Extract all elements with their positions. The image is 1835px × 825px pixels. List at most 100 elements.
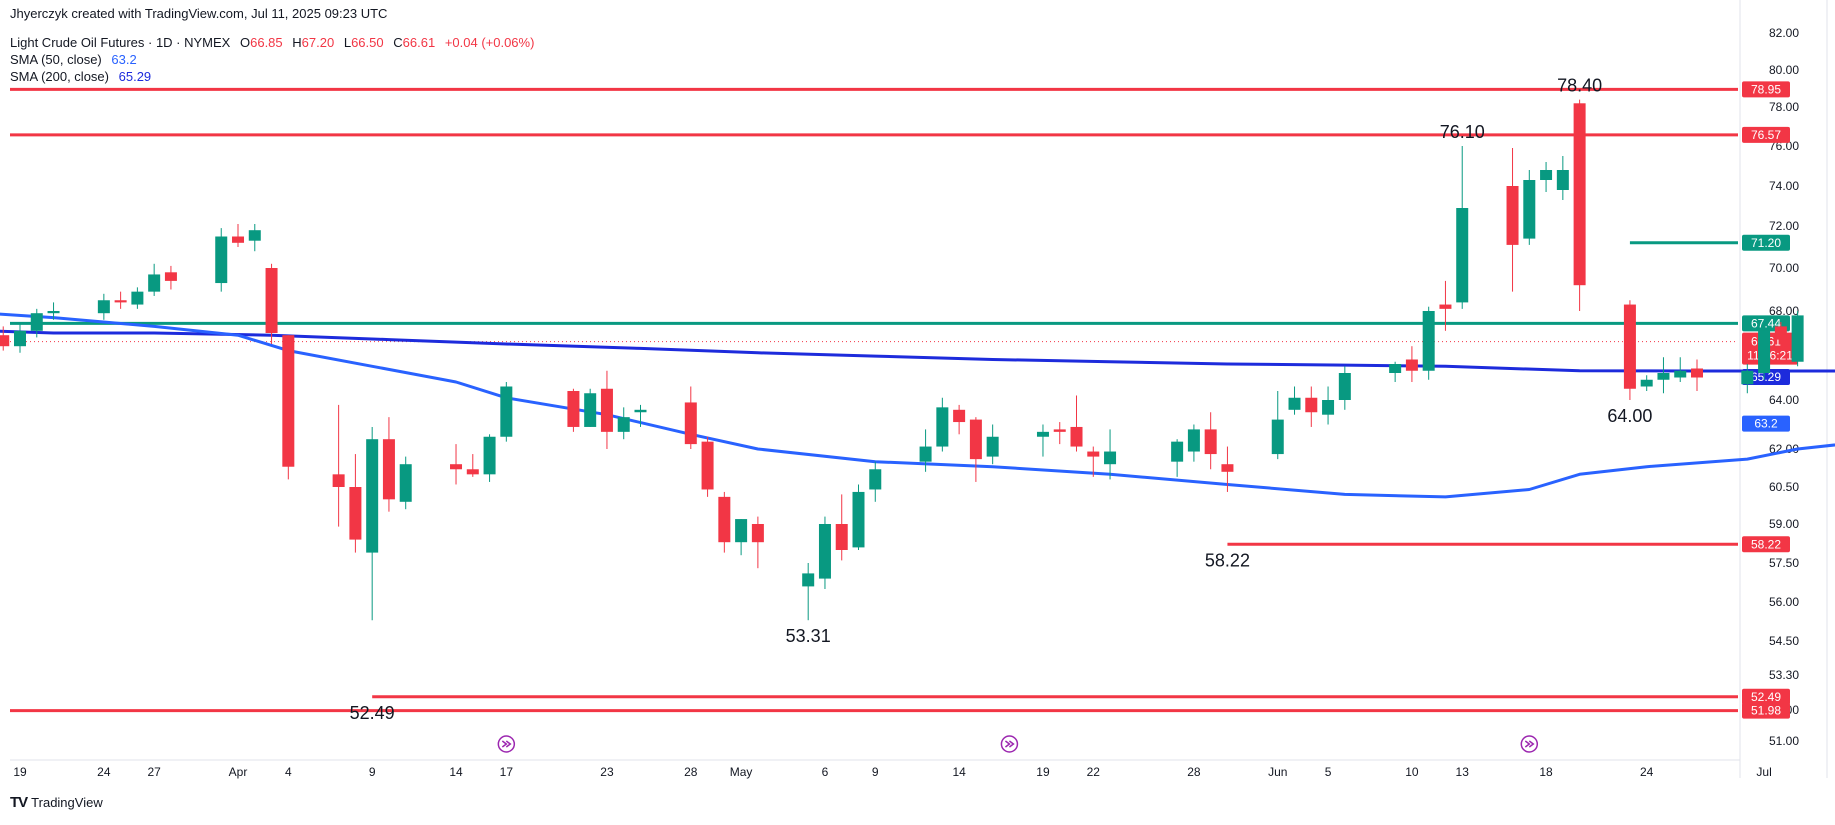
x-tick-label: 5 bbox=[1325, 765, 1332, 779]
candle-body bbox=[1070, 426, 1083, 447]
close-label: C bbox=[393, 35, 403, 50]
x-tick-label: 10 bbox=[1405, 765, 1419, 779]
candle-body bbox=[718, 496, 731, 543]
level-badge-51.98 bbox=[1742, 702, 1790, 719]
tradingview-footer[interactable]: TV TradingView bbox=[10, 794, 103, 811]
candle-body bbox=[735, 519, 748, 543]
event-icon-glyph bbox=[1004, 740, 1015, 748]
level-badge-52.49 bbox=[1742, 688, 1790, 705]
candle-body bbox=[164, 272, 177, 281]
candle-body bbox=[1741, 370, 1754, 385]
candle-body bbox=[450, 464, 463, 470]
y-tick-label: 59.00 bbox=[1769, 517, 1799, 531]
candle-body bbox=[1288, 397, 1301, 410]
candle-body bbox=[1389, 364, 1402, 373]
sma50-legend[interactable]: SMA (50, close) 63.2 bbox=[10, 52, 143, 67]
price-annotation: 53.31 bbox=[786, 626, 831, 646]
candle-body bbox=[114, 300, 127, 303]
x-tick-label: 13 bbox=[1456, 765, 1470, 779]
candle-body bbox=[969, 419, 982, 460]
level-badge-text: 58.22 bbox=[1751, 537, 1781, 551]
candle-body bbox=[148, 274, 161, 292]
y-tick-label: 56.00 bbox=[1769, 595, 1799, 609]
candle-body bbox=[382, 439, 395, 500]
candle-body bbox=[47, 311, 60, 314]
x-tick-label: Jul bbox=[1756, 765, 1771, 779]
candle-body bbox=[1322, 400, 1335, 415]
candle-body bbox=[1204, 429, 1217, 455]
candle-body bbox=[1036, 431, 1049, 437]
candle-body bbox=[282, 335, 295, 467]
candle-body bbox=[1758, 330, 1771, 373]
y-tick-label: 72.00 bbox=[1769, 219, 1799, 233]
y-tick-label: 74.00 bbox=[1769, 179, 1799, 193]
candle-body bbox=[366, 439, 379, 553]
level-badge-text: 76.57 bbox=[1751, 128, 1781, 142]
candle-body bbox=[500, 386, 513, 437]
x-tick-label: 27 bbox=[147, 765, 161, 779]
x-tick-label: 19 bbox=[13, 765, 27, 779]
candle-body bbox=[600, 388, 613, 432]
candle-body bbox=[1573, 103, 1586, 286]
price-annotation: 64.00 bbox=[1607, 406, 1652, 426]
plot-area bbox=[10, 0, 1740, 760]
candle-body bbox=[1171, 441, 1184, 462]
x-tick-label: 14 bbox=[952, 765, 966, 779]
x-tick-label: Apr bbox=[229, 765, 248, 779]
candle-body bbox=[1087, 451, 1100, 457]
candle-body bbox=[1405, 359, 1418, 371]
candle-body bbox=[215, 236, 228, 284]
x-tick-label: 28 bbox=[1187, 765, 1201, 779]
x-tick-label: May bbox=[730, 765, 753, 779]
sma200-legend[interactable]: SMA (200, close) 65.29 bbox=[10, 69, 157, 84]
candle-body bbox=[751, 524, 764, 543]
candle-body bbox=[1271, 419, 1284, 455]
y-tick-label: 78.00 bbox=[1769, 100, 1799, 114]
event-icon-glyph bbox=[501, 740, 512, 748]
low-label: L bbox=[343, 35, 352, 50]
candle-body bbox=[1540, 170, 1553, 180]
candle-body bbox=[936, 407, 949, 447]
level-badge-text: 67.44 bbox=[1751, 316, 1781, 330]
sma50-line bbox=[0, 312, 1835, 499]
candle-body bbox=[0, 335, 10, 347]
high-label: H bbox=[292, 35, 302, 50]
candle-body bbox=[1422, 311, 1435, 371]
candle-body bbox=[1053, 429, 1066, 432]
x-tick-label: Jun bbox=[1268, 765, 1287, 779]
level-badge-71.20 bbox=[1742, 234, 1790, 251]
level-badge-text: 52.49 bbox=[1751, 690, 1781, 704]
price-annotation: 76.10 bbox=[1440, 122, 1485, 142]
tradingview-logo-icon: TV bbox=[10, 794, 28, 811]
candle-body bbox=[131, 291, 144, 305]
candle-body bbox=[584, 393, 597, 427]
open-value: 66.85 bbox=[250, 35, 283, 50]
price-annotation: 78.40 bbox=[1557, 76, 1602, 96]
low-value: 66.50 bbox=[351, 35, 384, 50]
candle-body bbox=[265, 268, 278, 333]
change-value: +0.04 (+0.06%) bbox=[444, 35, 535, 50]
credit-line: Jhyerczyk created with TradingView.com, … bbox=[10, 6, 388, 21]
candle-body bbox=[567, 391, 580, 427]
x-tick-label: 6 bbox=[822, 765, 829, 779]
price-annotation: 52.49 bbox=[350, 703, 395, 723]
y-tick-label: 51.00 bbox=[1769, 734, 1799, 748]
level-badge-text: 51.98 bbox=[1751, 704, 1781, 718]
x-tick-label: 4 bbox=[285, 765, 292, 779]
sma-badge-text: 63.2 bbox=[1754, 417, 1778, 431]
sma50-label: SMA (50, close) bbox=[10, 52, 102, 67]
x-tick-label: 17 bbox=[500, 765, 514, 779]
x-tick-label: 9 bbox=[872, 765, 879, 779]
candle-body bbox=[1506, 186, 1519, 245]
candle-body bbox=[1104, 451, 1117, 465]
candle-body bbox=[684, 402, 697, 445]
candle-body bbox=[1456, 208, 1469, 303]
candle-body bbox=[399, 464, 412, 502]
countdown-text: 11:46:21 bbox=[1747, 349, 1793, 363]
candle-body bbox=[1791, 315, 1804, 362]
close-value: 66.61 bbox=[402, 35, 436, 50]
candle-body bbox=[97, 300, 110, 314]
y-tick-label: 53.30 bbox=[1769, 668, 1799, 682]
